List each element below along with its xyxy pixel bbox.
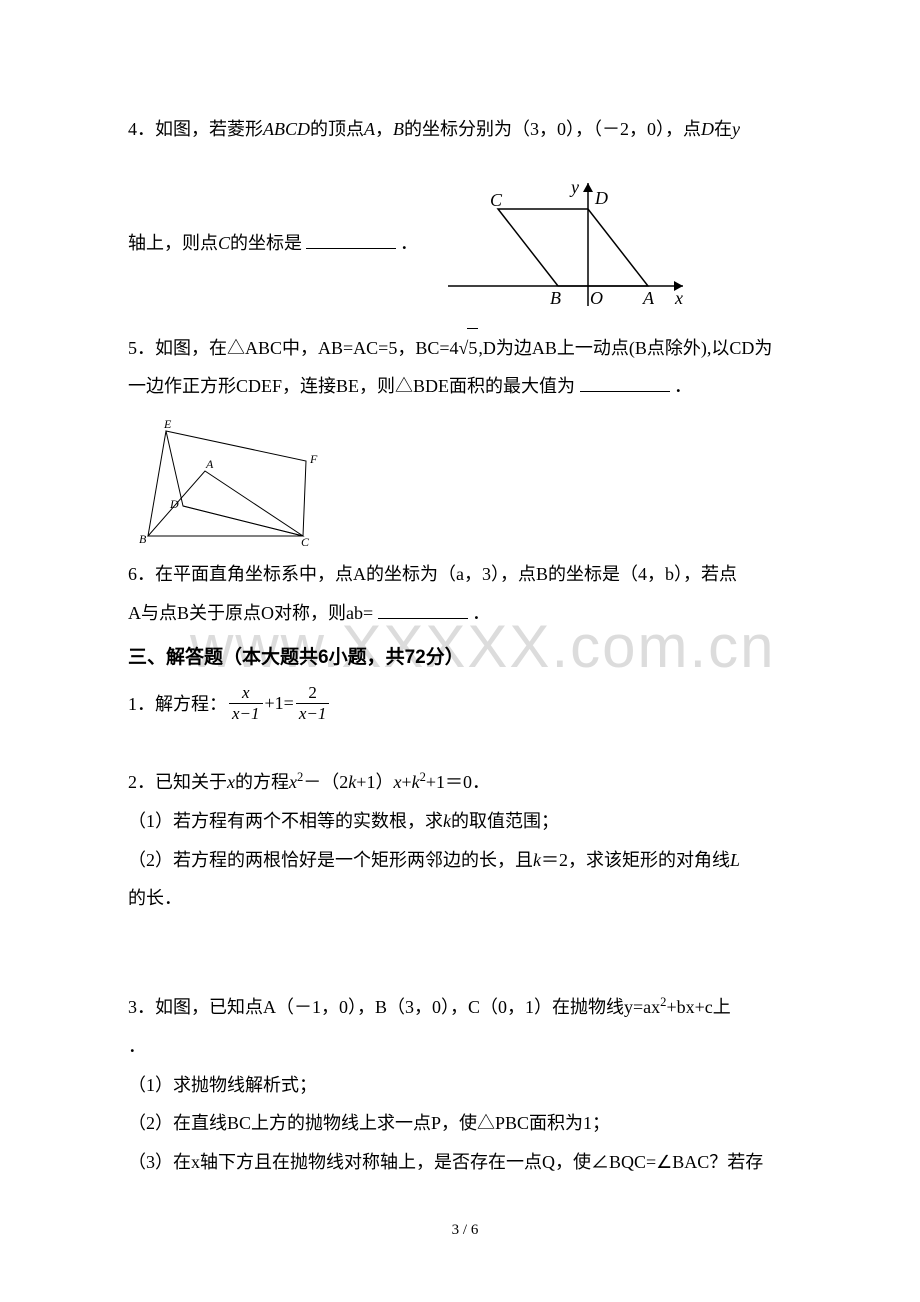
svg-text:D: D (169, 497, 179, 511)
svg-text:A: A (642, 288, 655, 308)
p3-line2: （1）求抛物线解析式； (128, 1066, 802, 1105)
p3-line3: （2）在直线BC上方的抛物线上求一点P，使△PBC面积为1； (128, 1104, 802, 1143)
q5-line2: 一边作正方形CDEF，连接BE，则△BDE面积的最大值为 ． (128, 367, 802, 406)
page-footer: 3 / 6 (128, 1222, 802, 1239)
p2-line1: 2．已知关于x的方程x2－（2k+1）x+k2+1＝0． (128, 763, 802, 802)
q4-figure: C D B O A x y (438, 171, 698, 316)
q5-line1: 5．如图，在△ABC中，AB=AC=5，BC=45,D为边AB上一动点(B点除外… (128, 328, 802, 368)
svg-text:D: D (594, 188, 608, 208)
svg-text:y: y (569, 177, 579, 197)
q4-line2-suffix: ． (400, 233, 418, 253)
svg-text:A: A (205, 457, 214, 471)
section3-title: 三、解答题（本大题共6小题，共72分） (128, 638, 802, 679)
p2-line2: （1）若方程有两个不相等的实数根，求k的取值范围； (128, 802, 802, 841)
svg-text:F: F (309, 452, 318, 466)
q6-blank (378, 598, 468, 619)
q6-line2: A与点B关于原点O对称，则ab= ． (128, 594, 802, 633)
p2-line4: 的长． (128, 879, 802, 918)
q4-blank (306, 230, 396, 249)
p2-line3: （2）若方程的两根恰好是一个矩形两邻边的长，且k＝2，求该矩形的对角线L (128, 841, 802, 880)
q4-line2-prefix: 轴上，则点C的坐标是 (128, 233, 302, 253)
svg-text:x: x (674, 288, 683, 308)
q5-figure: E F A D B C (138, 416, 318, 546)
p1-equation: 1．解方程： x x−1 +1= 2 x−1 (128, 683, 802, 723)
svg-text:B: B (550, 288, 561, 308)
q5-blank (580, 372, 670, 393)
q4-row: 轴上，则点C的坐标是 ． C D B O A x y (128, 171, 802, 316)
svg-text:O: O (590, 288, 603, 308)
q4-line1: 4．如图，若菱形ABCD的顶点A，B的坐标分别为（3，0），（－2，0），点D在… (128, 110, 802, 149)
q6-line1: 6．在平面直角坐标系中，点A的坐标为（a，3），点B的坐标是（4，b），若点 (128, 555, 802, 594)
svg-text:C: C (301, 535, 310, 546)
svg-text:E: E (163, 417, 172, 431)
svg-text:B: B (139, 532, 147, 546)
p3-line1: 3．如图，已知点A（－1，0），B（3，0），C（0，1）在抛物线y=ax2+b… (128, 988, 802, 1027)
p3-line1b: ． (128, 1027, 802, 1066)
svg-text:C: C (490, 190, 503, 210)
p3-line4: （3）在x轴下方且在抛物线对称轴上，是否存在一点Q，使∠BQC=∠BAC？若存 (128, 1143, 802, 1182)
